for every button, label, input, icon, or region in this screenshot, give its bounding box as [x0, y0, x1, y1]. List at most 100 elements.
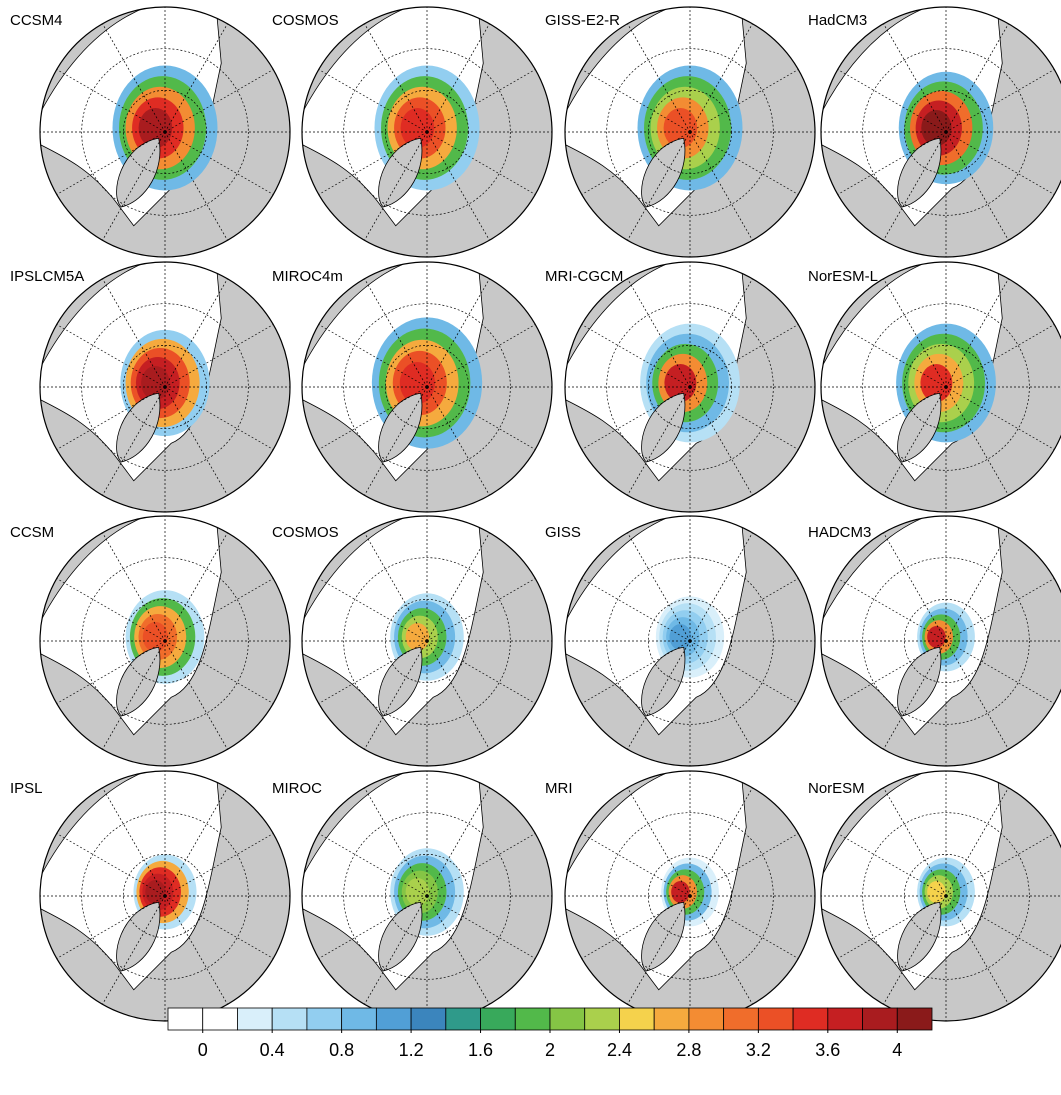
latitude-line — [343, 303, 511, 471]
map-border — [301, 261, 553, 513]
longitude-line — [581, 69, 691, 133]
map-border — [301, 6, 553, 258]
longitude-line — [364, 640, 428, 750]
longitude-line — [689, 895, 753, 1005]
colorbar-box — [549, 1007, 586, 1031]
map-border — [39, 261, 291, 513]
panel-label: MIROC4m — [272, 268, 343, 285]
longitude-line — [426, 640, 490, 750]
longitude-line — [945, 895, 1055, 959]
longitude-line — [364, 278, 428, 388]
longitude-line — [426, 324, 536, 388]
greenland — [116, 137, 161, 208]
ice-region — [145, 880, 166, 904]
longitude-line — [945, 324, 1055, 388]
colorbar-tick-label: 4 — [892, 1040, 902, 1060]
longitude-line — [581, 833, 691, 897]
longitude-line — [945, 833, 1055, 897]
longitude-line — [945, 640, 1009, 750]
longitude-line — [627, 278, 691, 388]
latitude-line — [81, 812, 249, 980]
map-panel — [821, 262, 1061, 512]
latitude-line — [343, 812, 511, 980]
longitude-line — [56, 578, 166, 642]
longitude-line — [945, 532, 1009, 642]
greenland — [378, 901, 423, 972]
longitude-line — [102, 640, 166, 750]
longitude-line — [689, 895, 799, 959]
panel-label: NorESM — [808, 780, 865, 797]
greenland — [897, 901, 942, 972]
colorbar-box — [827, 1007, 863, 1031]
longitude-line — [689, 532, 753, 642]
ice-region — [399, 362, 436, 404]
colorbar-box — [757, 1007, 794, 1031]
longitude-line — [883, 787, 947, 897]
longitude-line — [837, 833, 947, 897]
greenland — [378, 392, 423, 463]
longitude-line — [837, 324, 947, 388]
longitude-line — [164, 578, 274, 642]
colorbar-tick-label: 3.2 — [746, 1040, 771, 1060]
colorbar-tick-label: 2.8 — [676, 1040, 701, 1060]
longitude-line — [627, 532, 691, 642]
ocean — [821, 771, 1003, 991]
map-panel — [821, 7, 1061, 257]
longitude-line — [627, 386, 691, 496]
longitude-line — [945, 386, 1009, 496]
greenland — [116, 392, 161, 463]
longitude-line — [837, 69, 947, 133]
longitude-line — [581, 131, 691, 195]
longitude-line — [945, 23, 1009, 133]
longitude-line — [689, 386, 799, 450]
longitude-line — [56, 69, 166, 133]
panel-label: MIROC — [272, 780, 322, 797]
map-border — [301, 515, 553, 767]
longitude-line — [164, 640, 274, 704]
colorbar-tick-label: 2.4 — [607, 1040, 632, 1060]
colorbar-box — [792, 1007, 829, 1031]
map-panel — [821, 771, 1061, 1021]
ice-region — [138, 108, 173, 148]
latitude-line — [343, 557, 511, 725]
longitude-line — [689, 278, 753, 388]
latitude-line — [606, 812, 774, 980]
map-panel — [40, 262, 290, 512]
longitude-line — [883, 23, 947, 133]
longitude-line — [426, 23, 490, 133]
map-border — [820, 515, 1061, 767]
map-border — [820, 770, 1061, 1022]
longitude-line — [426, 131, 536, 195]
map-panel — [40, 771, 290, 1021]
longitude-line — [102, 131, 166, 241]
longitude-line — [945, 69, 1055, 133]
longitude-line — [318, 640, 428, 704]
greenland — [897, 137, 942, 208]
map-panel — [40, 516, 290, 766]
longitude-line — [689, 69, 799, 133]
panel-label: MRI-CGCM — [545, 268, 623, 285]
longitude-line — [883, 640, 947, 750]
longitude-line — [318, 324, 428, 388]
greenland — [897, 392, 942, 463]
longitude-line — [318, 69, 428, 133]
longitude-line — [837, 640, 947, 704]
longitude-line — [581, 578, 691, 642]
longitude-line — [883, 386, 947, 496]
longitude-line — [364, 131, 428, 241]
longitude-line — [364, 532, 428, 642]
colorbar-box — [688, 1007, 725, 1031]
latitude-line — [81, 557, 249, 725]
longitude-line — [426, 578, 536, 642]
longitude-line — [689, 787, 753, 897]
panel-label: IPSL — [10, 780, 43, 797]
longitude-line — [164, 131, 228, 241]
longitude-line — [426, 386, 536, 450]
map-border — [39, 515, 291, 767]
longitude-line — [164, 324, 274, 388]
map-border — [39, 6, 291, 258]
map-panel — [565, 771, 815, 1021]
colorbar-tick-label: 3.6 — [815, 1040, 840, 1060]
latitude-line — [343, 48, 511, 216]
map-panel — [565, 7, 815, 257]
